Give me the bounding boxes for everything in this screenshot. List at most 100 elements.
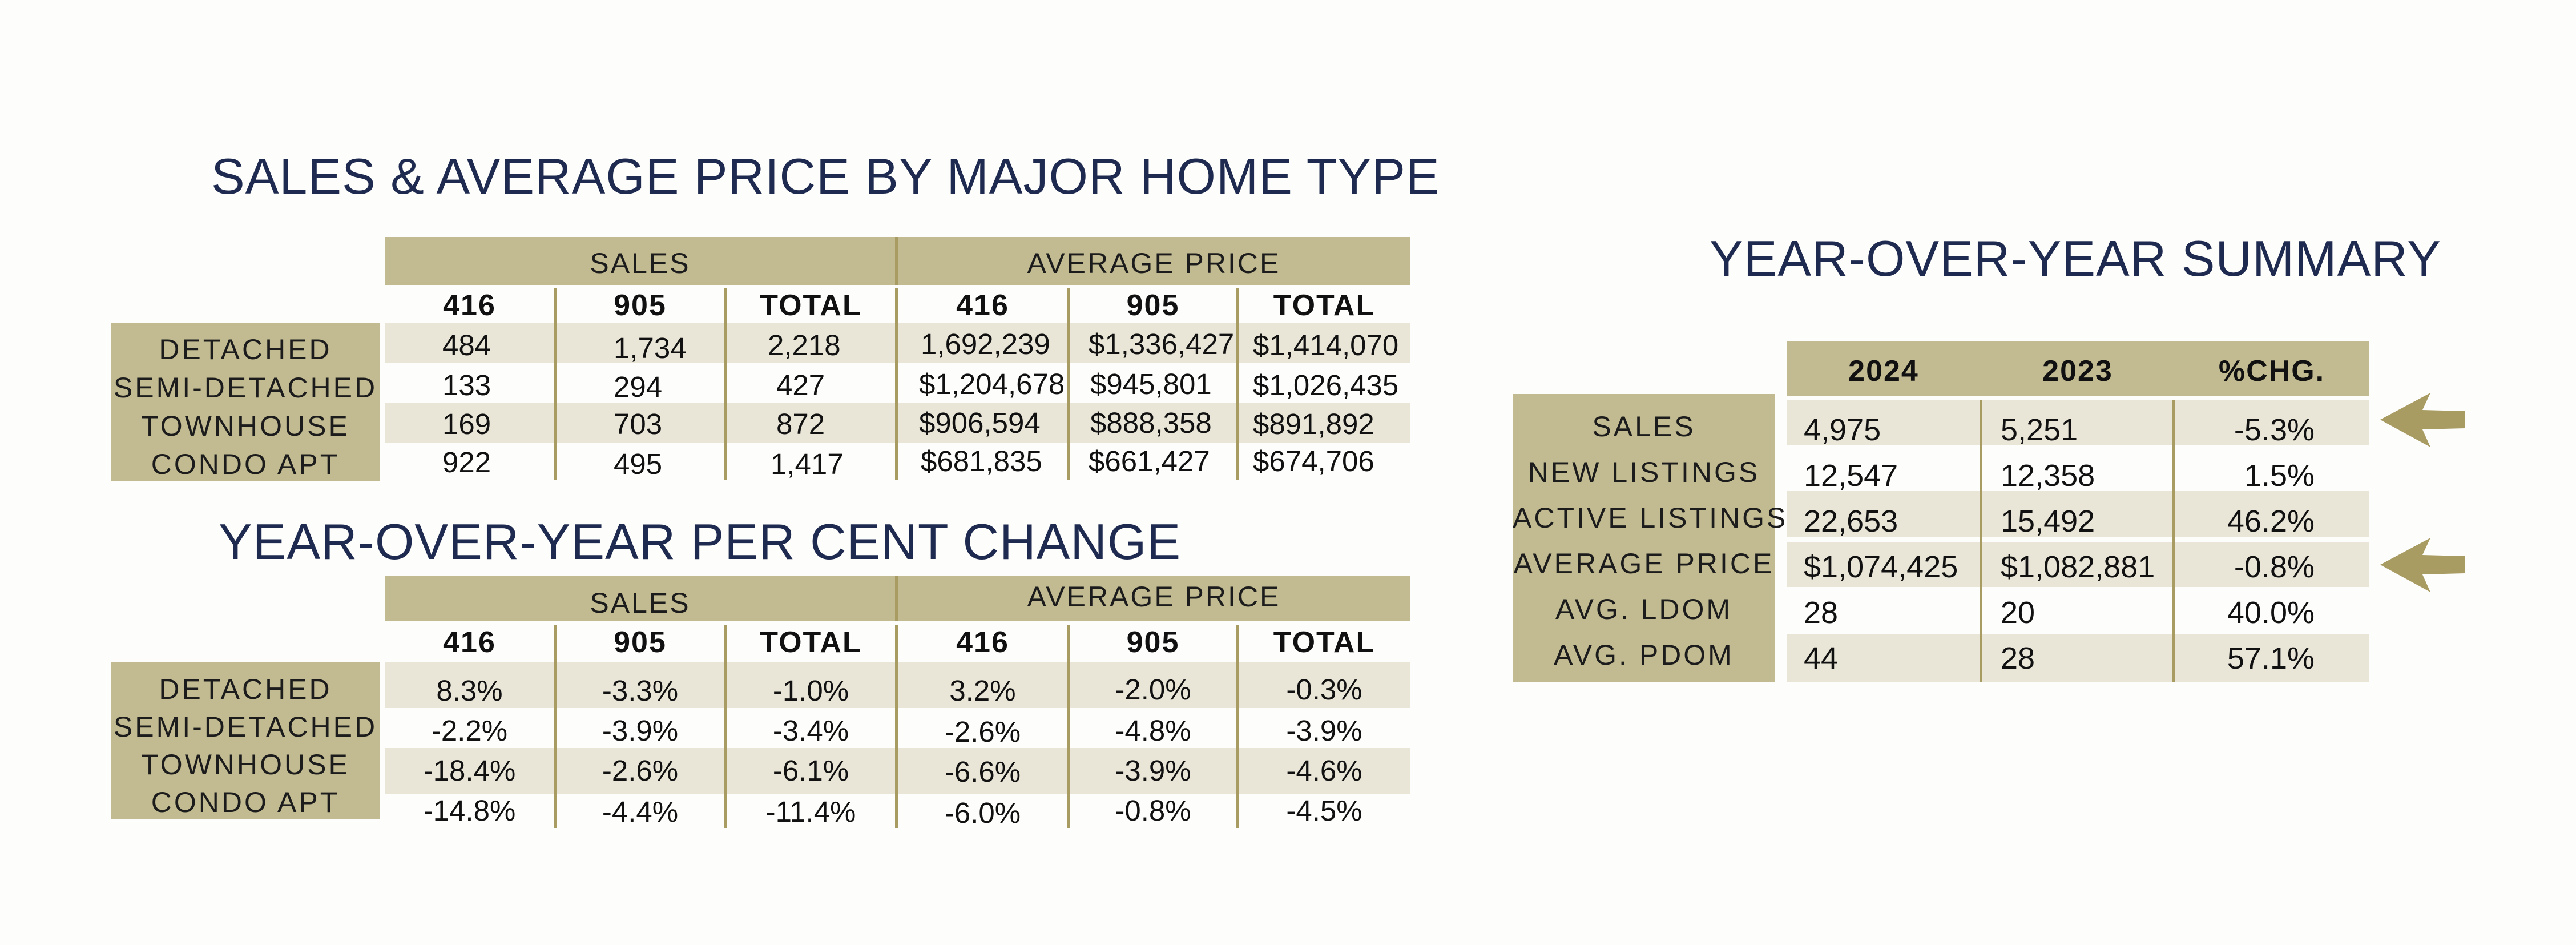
row-label-band (111, 662, 380, 819)
summary-value-chg: 1.5% (2244, 459, 2315, 493)
table-cell: $661,427 (1089, 445, 1210, 477)
table-cell: -2.6% (944, 715, 1021, 748)
row-label-townhouse: TOWNHOUSE (141, 749, 350, 781)
table-cell: -3.4% (772, 714, 849, 747)
table-cell: 8.3% (436, 674, 503, 707)
summary-value-2024: 12,547 (1804, 459, 1898, 493)
row-label-semi-detached: SEMI-DETACHED (113, 711, 378, 743)
pct-change-title: YEAR-OVER-YEAR PER CENT CHANGE (219, 513, 1182, 570)
summary-value-2024: 44 (1804, 641, 1839, 675)
summary-row-label: AVG. LDOM (1555, 593, 1733, 625)
table-cell: -14.8% (423, 794, 516, 827)
summary-value-2023: 5,251 (2001, 413, 2078, 447)
table-cell: 495 (614, 448, 663, 480)
summary-value-chg: -5.3% (2234, 413, 2315, 447)
summary-value-2024: $1,074,425 (1804, 550, 1958, 584)
header-divider (895, 576, 898, 621)
col-header: 416 (443, 289, 496, 322)
summary-value-chg: 57.1% (2227, 641, 2315, 675)
col-header: TOTAL (760, 289, 862, 322)
table-cell: 1,417 (771, 448, 844, 480)
table-cell: -3.9% (1115, 754, 1191, 787)
table-cell: $1,336,427 (1089, 328, 1235, 360)
summary-title: YEAR-OVER-YEAR SUMMARY (1710, 230, 2441, 287)
table-cell: -4.6% (1286, 754, 1362, 787)
summary-value-2024: 28 (1804, 596, 1839, 630)
col-header: TOTAL (1273, 626, 1376, 659)
col-divider (724, 625, 727, 828)
col-header: 416 (443, 626, 496, 659)
table-cell: $1,026,435 (1253, 369, 1399, 401)
summary-row-label: NEW LISTINGS (1527, 456, 1760, 488)
col-header: TOTAL (1273, 289, 1376, 322)
summary-value-chg: -0.8% (2234, 550, 2315, 584)
summary-value-2024: 4,975 (1804, 413, 1881, 447)
arrow-left-icon (2380, 538, 2465, 592)
table-cell: -2.2% (431, 714, 508, 747)
table-cell: 703 (614, 408, 663, 440)
table-cell: $891,892 (1253, 408, 1374, 440)
avg-price-group-header: AVERAGE PRICE (1027, 581, 1281, 613)
table-cell: $888,358 (1090, 407, 1212, 439)
col-divider (1067, 288, 1070, 480)
table-cell: 133 (442, 369, 491, 401)
table-cell: -0.8% (1115, 794, 1191, 827)
table-cell: -6.0% (944, 797, 1021, 829)
table-cell: -4.4% (602, 795, 679, 828)
table-cell: $1,204,678 (919, 368, 1065, 400)
summary-col-header-2023: 2023 (2042, 355, 2113, 388)
col-header: 905 (1126, 289, 1180, 322)
table-cell: -2.6% (602, 754, 679, 787)
col-divider (2172, 400, 2175, 682)
col-divider (724, 288, 727, 480)
table-cell: -3.3% (602, 674, 679, 707)
summary-value-2023: 20 (2001, 596, 2035, 630)
avg-price-group-header: AVERAGE PRICE (1027, 247, 1281, 279)
summary-value-2023: $1,082,881 (2001, 550, 2155, 584)
table-cell: $681,835 (921, 445, 1042, 477)
table-cell: 922 (442, 446, 491, 478)
sales-group-header: SALES (590, 247, 691, 279)
row-label-condo-apt: CONDO APT (151, 448, 340, 480)
table-cell: 427 (776, 369, 825, 401)
col-header: 905 (614, 289, 667, 322)
summary-col-header-chg: %CHG. (2218, 355, 2325, 388)
row-label-condo-apt: CONDO APT (151, 786, 340, 818)
summary-row-label: ACTIVE LISTINGS (1513, 502, 1788, 534)
row-label-detached: DETACHED (159, 673, 332, 705)
col-header: TOTAL (760, 626, 862, 659)
table-cell: 294 (614, 371, 663, 403)
summary-row-label: AVG. PDOM (1554, 639, 1734, 671)
table-cell: 1,692,239 (921, 328, 1050, 360)
header-divider (895, 237, 898, 285)
table-cell: 872 (776, 408, 825, 440)
table-cell: -6.6% (944, 755, 1021, 788)
col-header: 416 (956, 626, 1009, 659)
summary-value-chg: 40.0% (2227, 596, 2315, 630)
col-divider (554, 288, 557, 480)
table-cell: -3.9% (602, 714, 679, 747)
summary-value-2024: 22,653 (1804, 504, 1898, 538)
table-cell: $674,706 (1253, 445, 1374, 477)
table-cell: -2.0% (1115, 673, 1191, 706)
table-cell: -11.4% (765, 795, 856, 828)
header-band (1787, 341, 2369, 396)
summary-row-label: AVERAGE PRICE (1513, 548, 1775, 580)
row-label-band (111, 323, 380, 481)
table-cell: -4.5% (1286, 794, 1362, 827)
col-divider (895, 625, 898, 828)
table-cell: 3.2% (949, 674, 1016, 707)
col-divider (1067, 625, 1070, 828)
col-divider (1980, 400, 1982, 682)
col-divider (1236, 625, 1239, 828)
row-stripe (1787, 491, 2369, 537)
sales-avg-title: SALES & AVERAGE PRICE BY MAJOR HOME TYPE (211, 148, 1440, 204)
table-cell: -3.9% (1286, 714, 1362, 747)
row-stripe (1787, 542, 2369, 587)
table-cell: 1,734 (614, 332, 687, 364)
summary-value-2023: 15,492 (2001, 504, 2095, 538)
row-label-detached: DETACHED (159, 333, 332, 365)
table-cell: 169 (442, 408, 491, 440)
arrow-left-icon (2380, 393, 2465, 447)
table-cell: -4.8% (1115, 714, 1191, 747)
